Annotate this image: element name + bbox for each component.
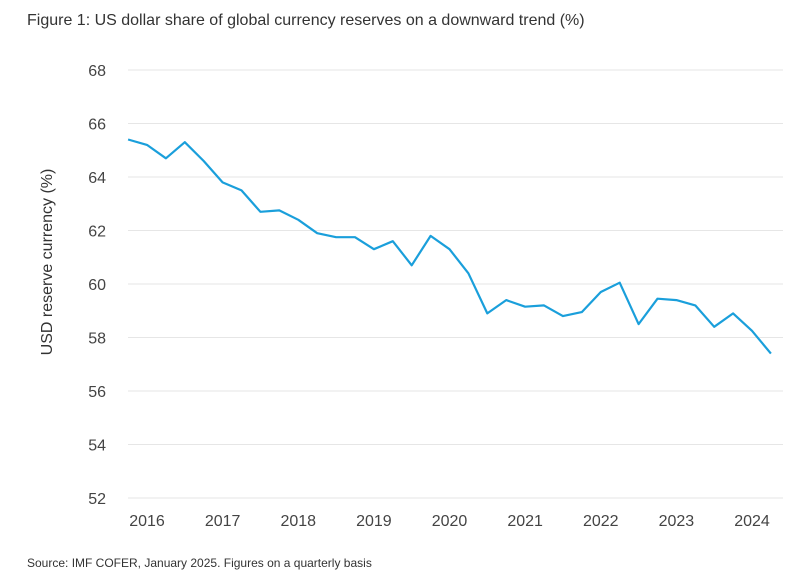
source-note: Source: IMF COFER, January 2025. Figures… xyxy=(27,556,372,570)
series-line-usd-share xyxy=(127,138,772,355)
y-tick-label-62: 62 xyxy=(88,224,106,241)
y-tick-label-58: 58 xyxy=(88,331,106,348)
x-tick-label-2019: 2019 xyxy=(356,513,392,530)
y-tick-label-54: 54 xyxy=(88,438,106,455)
y-tick-label-68: 68 xyxy=(88,63,106,80)
x-tick-label-2017: 2017 xyxy=(205,513,241,530)
x-tick-label-2022: 2022 xyxy=(583,513,619,530)
y-tick-label-52: 52 xyxy=(88,491,106,508)
y-tick-label-66: 66 xyxy=(88,117,106,134)
series-group xyxy=(127,138,772,355)
grid-lines xyxy=(128,69,783,499)
y-axis-ticks: 52 54 56 58 60 62 64 66 68 xyxy=(88,63,106,508)
x-tick-label-2020: 2020 xyxy=(432,513,468,530)
y-tick-label-64: 64 xyxy=(88,170,106,187)
x-tick-label-2016: 2016 xyxy=(129,513,165,530)
x-tick-label-2024: 2024 xyxy=(734,513,770,530)
y-tick-label-60: 60 xyxy=(88,277,106,294)
chart-title: Figure 1: US dollar share of global curr… xyxy=(27,12,585,29)
y-axis-label: USD reserve currency (%) xyxy=(39,169,56,356)
y-tick-label-56: 56 xyxy=(88,384,106,401)
x-tick-label-2021: 2021 xyxy=(507,513,543,530)
x-axis-ticks: 2016 2017 2018 2019 2020 2021 2022 2023 2024 xyxy=(129,513,770,530)
x-tick-label-2023: 2023 xyxy=(659,513,695,530)
x-tick-label-2018: 2018 xyxy=(280,513,316,530)
